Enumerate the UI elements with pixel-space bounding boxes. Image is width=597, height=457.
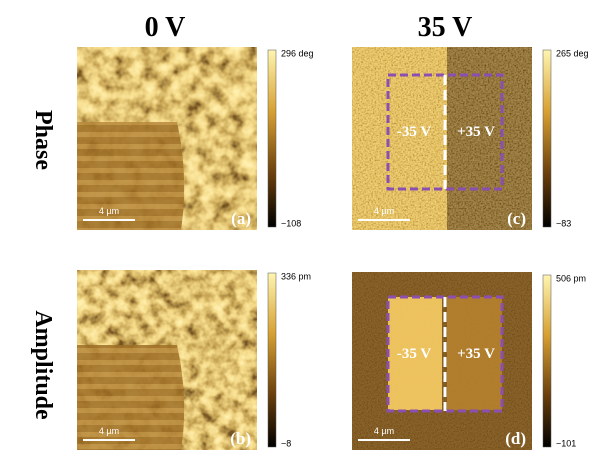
afm-panel: -35 V +35 V 4 µm (c) 265 deg −83 bbox=[352, 47, 589, 230]
afm-image bbox=[77, 270, 257, 450]
panel-label: (d) bbox=[505, 429, 526, 448]
figure: 0 V 35 V Phase Amplitude 4 µm (a) 296 deg −… bbox=[0, 0, 597, 457]
row-header: Phase bbox=[30, 110, 56, 170]
striped-region bbox=[77, 122, 184, 230]
panel-label: (c) bbox=[507, 209, 526, 228]
annotation: -35 V bbox=[397, 346, 431, 362]
afm-image bbox=[77, 47, 257, 230]
colorbar-min: −101 bbox=[556, 438, 576, 448]
annotation: +35 V bbox=[457, 124, 495, 140]
colorbar-max: 336 pm bbox=[281, 271, 311, 281]
scale-bar-label: 4 µm bbox=[374, 206, 394, 216]
page: 0 V 35 V Phase Amplitude 4 µm (a) 296 deg −… bbox=[0, 0, 597, 457]
column-header: 35 V bbox=[418, 12, 473, 43]
afm-panel: -35 V +35 V 4 µm (d) 506 pm −101 bbox=[352, 272, 586, 450]
afm-panel: 4 µm (b) 336 pm −8 bbox=[77, 270, 311, 450]
colorbar-min: −108 bbox=[281, 218, 301, 228]
scale-bar-label: 4 µm bbox=[99, 206, 119, 216]
colorbar-max: 296 deg bbox=[281, 48, 314, 58]
afm-image bbox=[352, 272, 532, 450]
column-header: 0 V bbox=[145, 12, 186, 43]
colorbar bbox=[268, 50, 276, 227]
colorbar bbox=[543, 275, 551, 447]
colorbar-max: 506 pm bbox=[556, 273, 586, 283]
scale-bar-label: 4 µm bbox=[374, 426, 394, 436]
row-header: Amplitude bbox=[30, 310, 56, 420]
colorbar bbox=[268, 273, 276, 447]
panel-label: (b) bbox=[230, 429, 251, 448]
panel-label: (a) bbox=[231, 209, 251, 228]
annotation: +35 V bbox=[457, 346, 495, 362]
colorbar-min: −8 bbox=[281, 438, 291, 448]
scale-bar-label: 4 µm bbox=[99, 426, 119, 436]
annotation: -35 V bbox=[397, 124, 431, 140]
striped-region bbox=[77, 345, 184, 450]
afm-panel: 4 µm (a) 296 deg −108 bbox=[77, 47, 314, 230]
colorbar-max: 265 deg bbox=[556, 48, 589, 58]
colorbar bbox=[543, 50, 551, 227]
colorbar-min: −83 bbox=[556, 218, 571, 228]
